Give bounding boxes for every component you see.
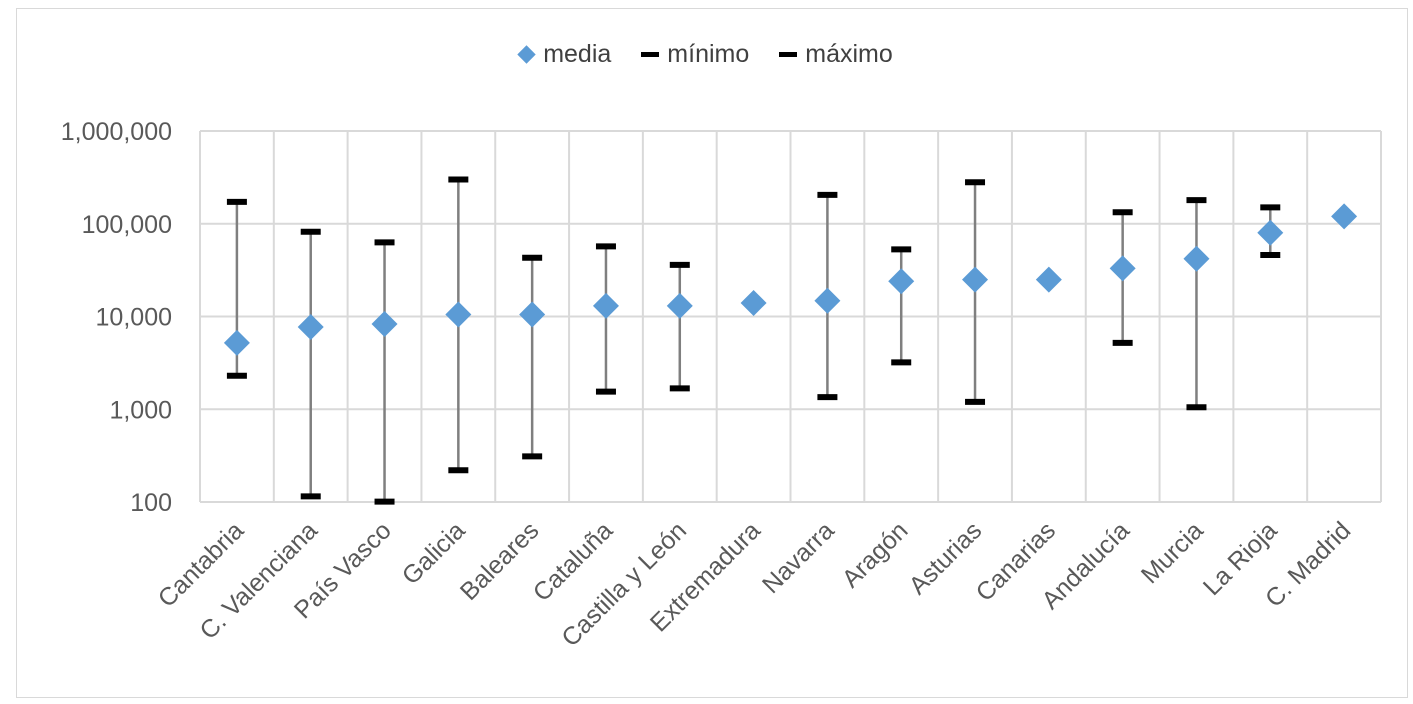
legend-label-media: media xyxy=(543,40,612,68)
y-tick-label: 100,000 xyxy=(82,211,172,239)
media-point xyxy=(814,287,841,314)
legend-dash-marker xyxy=(641,52,660,57)
media-point xyxy=(962,266,989,293)
media-point xyxy=(445,301,472,328)
legend-label-minimo: mínimo xyxy=(667,40,750,68)
media-point xyxy=(1257,219,1284,246)
legend-item-maximo: máximo xyxy=(779,40,893,69)
media-point xyxy=(297,314,324,341)
legend-item-media: media xyxy=(517,40,612,69)
x-tick-label: Navarra xyxy=(757,516,840,599)
y-tick-label: 1,000 xyxy=(109,396,172,424)
x-tick-label: Murcia xyxy=(1136,516,1209,589)
y-tick-label: 1,000,000 xyxy=(61,118,172,146)
media-point xyxy=(1035,266,1062,293)
media-point xyxy=(1331,203,1358,230)
media-point xyxy=(666,292,693,319)
media-point xyxy=(519,301,546,328)
media-point xyxy=(592,292,619,319)
media-point xyxy=(371,311,398,338)
legend-dash-marker xyxy=(779,52,798,57)
chart-frame xyxy=(16,8,1408,698)
y-tick-label: 10,000 xyxy=(96,304,172,332)
x-tick-label: Baleares xyxy=(455,516,545,606)
media-point xyxy=(1109,255,1136,282)
chart-legend: media mínimo máximo xyxy=(0,40,1413,69)
media-point xyxy=(223,329,250,356)
legend-item-minimo: mínimo xyxy=(641,40,749,69)
x-tick-label: Galicia xyxy=(397,516,471,590)
y-tick-label: 100 xyxy=(130,489,172,517)
media-point xyxy=(740,289,767,316)
x-tick-label: Castilla y León xyxy=(556,516,692,652)
x-tick-label: Aragón xyxy=(837,516,914,593)
media-point xyxy=(888,268,915,295)
legend-label-maximo: máximo xyxy=(805,40,893,68)
media-point xyxy=(1183,245,1210,272)
